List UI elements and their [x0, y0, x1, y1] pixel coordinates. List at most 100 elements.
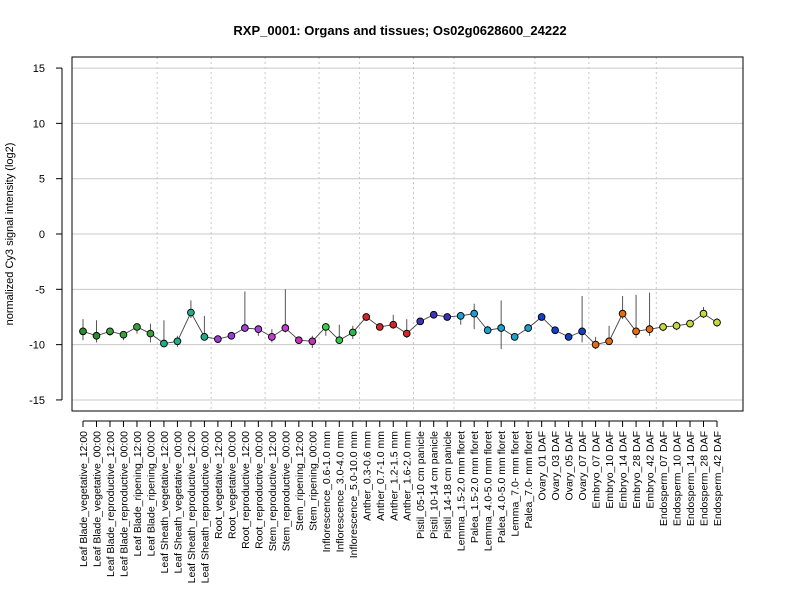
- category-label: Leaf Sheath_reproductive_00:00: [199, 431, 211, 584]
- data-points: [79, 308, 721, 349]
- category-label: Embryo_14 DAF: [618, 431, 630, 509]
- data-point: [92, 331, 101, 340]
- data-point: [591, 340, 600, 349]
- data-point: [241, 324, 249, 332]
- data-point: [551, 326, 559, 335]
- category-label: Lemma_1.5-2.0 mm floret: [456, 431, 468, 551]
- category-label: Lemma_7.0- mm floret: [510, 431, 522, 537]
- data-point: [294, 336, 303, 345]
- data-point: [713, 318, 721, 327]
- data-point: [389, 320, 398, 329]
- y-tick-label: 10: [33, 118, 45, 130]
- data-point: [699, 309, 708, 318]
- category-label: Endosperm_10 DAF: [672, 431, 684, 526]
- group-separators: [156, 57, 657, 411]
- category-label: Inflorescence_3.0-4.0 mm: [334, 431, 346, 553]
- category-label: Ovary_01 DAF: [537, 431, 549, 500]
- category-label: Endosperm_07 DAF: [658, 431, 670, 526]
- category-label: Inflorescence_0.6-1.0 mm: [321, 431, 333, 553]
- category-label: Embryo_07 DAF: [591, 431, 603, 509]
- data-point: [79, 327, 87, 336]
- data-point: [362, 313, 371, 321]
- category-label: Embryo_10 DAF: [604, 431, 616, 509]
- data-point: [659, 323, 667, 331]
- data-point: [429, 310, 438, 319]
- category-label: Anther_1.6-2.0 mm: [402, 431, 414, 521]
- data-point: [564, 333, 573, 341]
- data-point: [497, 324, 506, 332]
- category-label: Leaf Sheath_reproductive_12:00: [186, 431, 198, 584]
- chart-title: RXP_0001: Organs and tissues; Os02g06286…: [233, 23, 566, 38]
- category-label: Stem_ripening_00:00: [307, 431, 319, 531]
- gridlines: [72, 67, 743, 401]
- category-label: Palea_4.0-5.0 mm floret: [496, 431, 508, 543]
- category-label: Embryo_42 DAF: [645, 431, 657, 509]
- data-point: [416, 317, 425, 326]
- data-point: [524, 324, 532, 332]
- category-label: Pistil_10-14 cm panicle: [429, 431, 441, 539]
- category-label: Endosperm_28 DAF: [699, 431, 711, 526]
- category-label: Ovary_07 DAF: [577, 431, 589, 500]
- data-point: [268, 333, 276, 341]
- data-point: [200, 333, 209, 341]
- data-point: [578, 327, 586, 336]
- y-tick-label: -15: [29, 395, 45, 407]
- category-label: Endosperm_42 DAF: [712, 431, 724, 526]
- category-label: Pistil_05-10 cm panicle: [415, 431, 427, 539]
- category-label: Leaf Sheath_vegetative_00:00: [172, 431, 184, 574]
- category-label: Endosperm_14 DAF: [685, 431, 697, 526]
- category-label: Leaf Sheath_vegetative_12:00: [159, 431, 171, 574]
- y-tick-label: 0: [39, 229, 45, 241]
- data-point: [483, 326, 492, 335]
- data-point: [214, 335, 222, 343]
- data-point: [254, 325, 263, 333]
- category-label: Stem_reproductive_00:00: [280, 431, 292, 551]
- data-point: [618, 309, 627, 318]
- category-label: Lemma_4.0-5.0 mm floret: [483, 431, 495, 551]
- y-axis-label: normalized Cy3 signal intensity (log2): [4, 143, 16, 326]
- data-point: [227, 331, 236, 340]
- data-point: [632, 327, 640, 336]
- data-point: [119, 330, 128, 339]
- category-label: Leaf Blade_vegetative_00:00: [91, 431, 103, 567]
- category-label: Stem_reproductive_12:00: [267, 431, 279, 551]
- y-axis: -15 -10 -5 0 5 10 15: [29, 63, 63, 407]
- data-point: [281, 324, 290, 332]
- category-label: Anther_0.3-0.6 mm: [361, 431, 373, 521]
- data-point: [335, 336, 344, 345]
- plot-frame: [71, 56, 744, 412]
- data-point: [375, 323, 384, 331]
- data-point: [456, 312, 465, 320]
- category-label: Ovary_05 DAF: [564, 431, 576, 500]
- category-label: Root_vegetative_12:00: [213, 431, 225, 539]
- data-point: [106, 327, 114, 336]
- data-point: [470, 309, 479, 318]
- category-label: Palea_1.5-2.0 mm floret: [469, 431, 481, 543]
- data-point: [686, 319, 694, 328]
- data-point: [321, 323, 330, 331]
- x-axis: Leaf Blade_vegetative_12:00 Leaf Blade_ve…: [78, 420, 724, 584]
- category-label: Root_reproductive_00:00: [253, 431, 265, 549]
- category-label: Stem_ripening_12:00: [294, 431, 306, 531]
- data-point: [348, 328, 357, 337]
- data-point: [605, 337, 613, 346]
- data-point: [160, 339, 168, 348]
- data-point: [308, 337, 317, 346]
- category-label: Leaf Blade_ripening_12:00: [132, 431, 144, 557]
- category-label: Anther_1.2-1.5 mm: [388, 431, 400, 521]
- y-tick-label: -5: [35, 284, 45, 296]
- category-label: Ovary_03 DAF: [550, 431, 562, 500]
- data-point: [173, 337, 182, 346]
- category-label: Anther_0.7-1.0 mm: [375, 431, 387, 521]
- data-point: [645, 325, 654, 333]
- category-label: Leaf Blade_reproductive_12:00: [105, 431, 117, 577]
- data-point: [672, 321, 681, 330]
- data-point: [133, 323, 141, 331]
- category-label: Palea_7.0- mm floret: [523, 431, 535, 529]
- series-line: [82, 311, 718, 346]
- data-point: [537, 313, 546, 321]
- category-label: Pistil_14-18 cm panicle: [442, 431, 454, 539]
- y-tick-label: -10: [29, 340, 45, 352]
- y-tick-label: 15: [33, 63, 45, 75]
